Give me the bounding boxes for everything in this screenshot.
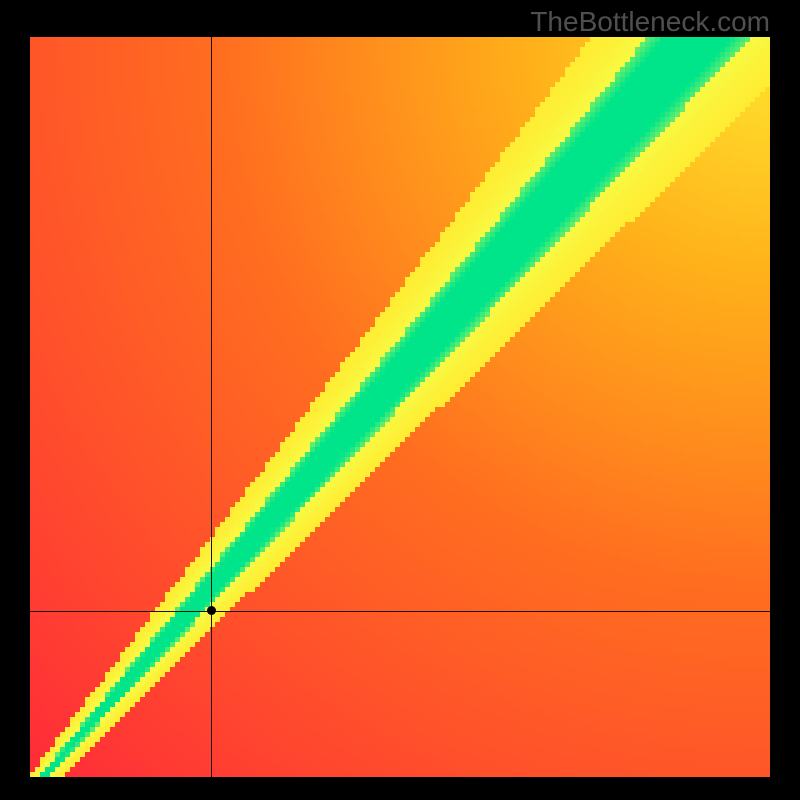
watermark-text: TheBottleneck.com [530, 6, 770, 38]
heatmap-plot [30, 37, 770, 777]
chart-frame: TheBottleneck.com [0, 0, 800, 800]
heatmap-canvas [30, 37, 770, 777]
crosshair-horizontal [30, 611, 770, 612]
crosshair-vertical [211, 37, 212, 777]
crosshair-marker [207, 606, 216, 615]
